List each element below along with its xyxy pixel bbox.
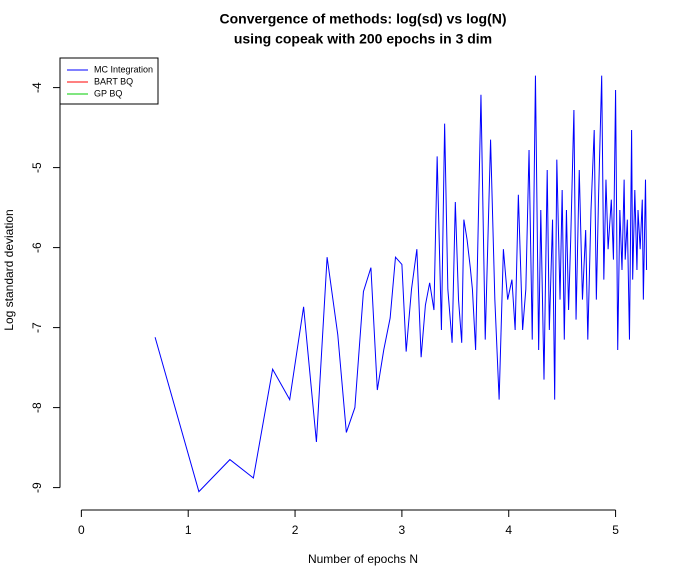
legend-label: GP BQ <box>94 88 122 98</box>
y-tick-label: -6 <box>30 242 44 253</box>
x-tick-label: 5 <box>612 523 619 537</box>
data-line <box>154 75 648 493</box>
chart-subtitle: using copeak with 200 epochs in 3 dim <box>234 31 492 47</box>
y-tick-label: -9 <box>30 482 44 493</box>
y-tick-label: -4 <box>30 82 44 93</box>
legend-box <box>59 57 159 105</box>
x-tick-label: 2 <box>292 523 299 537</box>
y-axis-label: Log standard deviation <box>2 209 16 330</box>
y-tick-label: -5 <box>30 162 44 173</box>
y-tick-label: -8 <box>30 402 44 413</box>
x-axis-label: Number of epochs N <box>308 552 418 566</box>
x-tick-label: 0 <box>78 523 85 537</box>
x-tick-label: 4 <box>505 523 512 537</box>
y-tick-label: -7 <box>30 322 44 333</box>
x-tick-label: 1 <box>185 523 192 537</box>
chart-title: Convergence of methods: log(sd) vs log(N… <box>219 11 506 27</box>
legend-label: BART BQ <box>94 76 133 86</box>
x-tick-label: 3 <box>399 523 406 537</box>
legend-label: MC Integration <box>94 64 153 74</box>
